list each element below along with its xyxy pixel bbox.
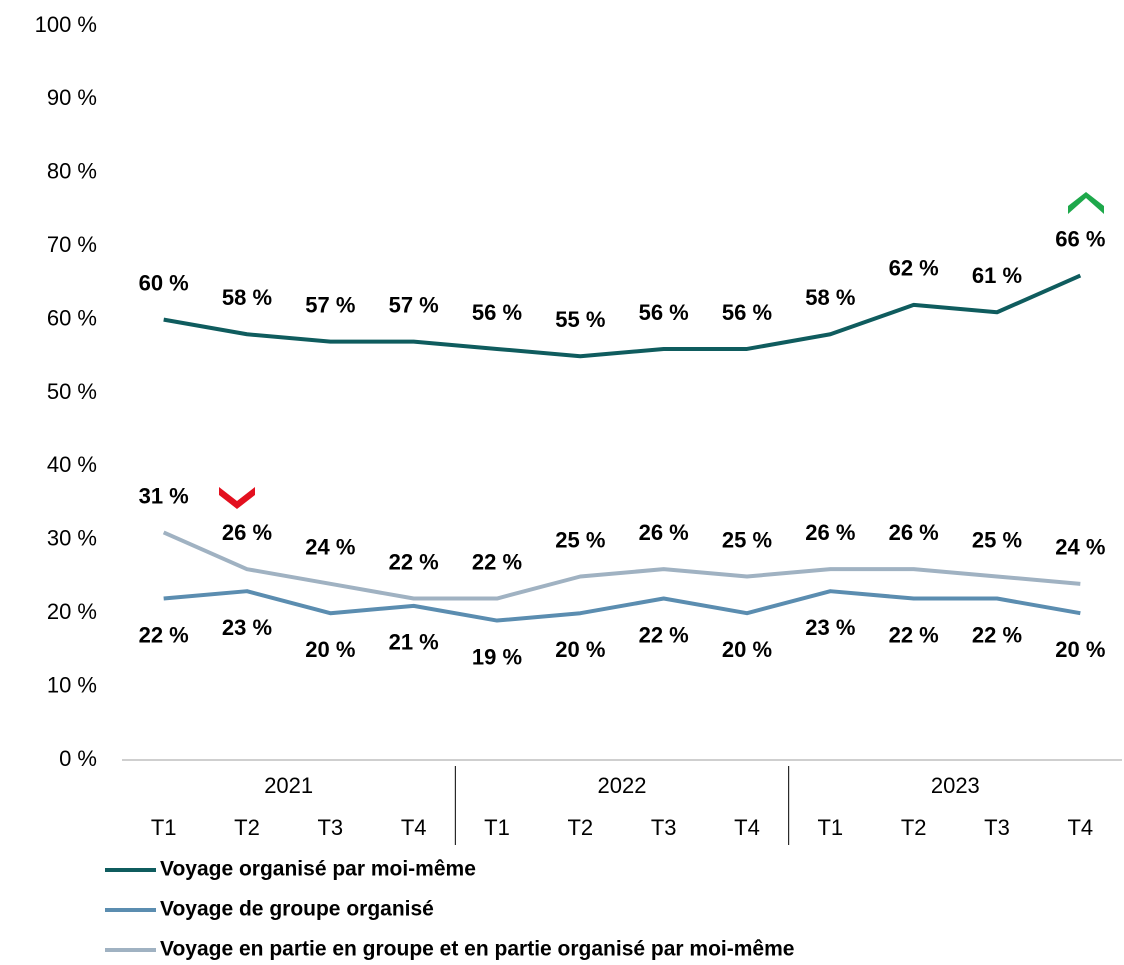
legend-label: Voyage en partie en groupe et en partie …: [160, 938, 794, 961]
x-tick-label: T4: [734, 815, 760, 840]
x-tick-label: T2: [567, 815, 593, 840]
y-tick-label: 0 %: [59, 746, 97, 771]
series-line: [162, 530, 1081, 601]
y-tick-label: 80 %: [47, 159, 97, 184]
legend-label: Voyage organisé par moi-même: [160, 858, 476, 881]
x-tick-label: T1: [817, 815, 843, 840]
data-label: 22 %: [972, 622, 1022, 647]
data-label: 21 %: [389, 630, 439, 655]
data-label: 57 %: [389, 292, 439, 317]
data-label: 26 %: [222, 520, 272, 545]
x-tick-label: T4: [401, 815, 427, 840]
data-label: 60 %: [139, 270, 189, 295]
x-tick-label: T3: [984, 815, 1010, 840]
x-tick-label: T2: [234, 815, 260, 840]
data-label: 66 %: [1055, 226, 1105, 251]
data-label: 24 %: [305, 535, 355, 560]
data-label: 22 %: [639, 622, 689, 647]
data-label: 25 %: [555, 527, 605, 552]
data-label: 23 %: [805, 615, 855, 640]
data-label: 25 %: [972, 527, 1022, 552]
series-line: [163, 273, 1082, 359]
data-label: 22 %: [472, 549, 522, 574]
data-label: 20 %: [555, 637, 605, 662]
data-label: 56 %: [472, 300, 522, 325]
data-label: 22 %: [889, 622, 939, 647]
data-label: 61 %: [972, 263, 1022, 288]
data-label: 25 %: [722, 527, 772, 552]
legend-label: Voyage de groupe organisé: [160, 898, 434, 921]
year-label: 2021: [264, 773, 313, 798]
year-label: 2023: [931, 773, 980, 798]
data-label: 26 %: [805, 520, 855, 545]
data-label: 24 %: [1055, 535, 1105, 560]
y-tick-label: 30 %: [47, 526, 97, 551]
x-tick-label: T3: [317, 815, 343, 840]
y-tick-label: 90 %: [47, 85, 97, 110]
x-tick-label: T1: [151, 815, 177, 840]
data-label: 56 %: [722, 300, 772, 325]
y-tick-label: 20 %: [47, 599, 97, 624]
up-arrow: [1068, 192, 1104, 214]
data-label: 22 %: [389, 549, 439, 574]
data-label: 22 %: [139, 622, 189, 647]
x-tick-label: T3: [651, 815, 677, 840]
data-label: 57 %: [305, 292, 355, 317]
data-label: 56 %: [639, 300, 689, 325]
down-arrow: [219, 487, 255, 509]
data-label: 20 %: [722, 637, 772, 662]
x-tick-label: T1: [484, 815, 510, 840]
data-label: 58 %: [805, 285, 855, 310]
data-label: 19 %: [472, 644, 522, 669]
x-tick-label: T4: [1067, 815, 1093, 840]
y-tick-label: 70 %: [47, 232, 97, 257]
y-tick-label: 60 %: [47, 305, 97, 330]
y-tick-label: 40 %: [47, 452, 97, 477]
data-label: 26 %: [639, 520, 689, 545]
data-label: 23 %: [222, 615, 272, 640]
data-label: 20 %: [305, 637, 355, 662]
data-label: 55 %: [555, 307, 605, 332]
data-label: 20 %: [1055, 637, 1105, 662]
y-tick-label: 100 %: [35, 12, 97, 37]
y-tick-label: 50 %: [47, 379, 97, 404]
year-label: 2022: [598, 773, 647, 798]
data-label: 58 %: [222, 285, 272, 310]
y-tick-label: 10 %: [47, 672, 97, 697]
series-line: [163, 589, 1081, 623]
x-tick-label: T2: [901, 815, 927, 840]
data-label: 31 %: [139, 483, 189, 508]
data-label: 26 %: [889, 520, 939, 545]
data-label: 62 %: [889, 256, 939, 281]
